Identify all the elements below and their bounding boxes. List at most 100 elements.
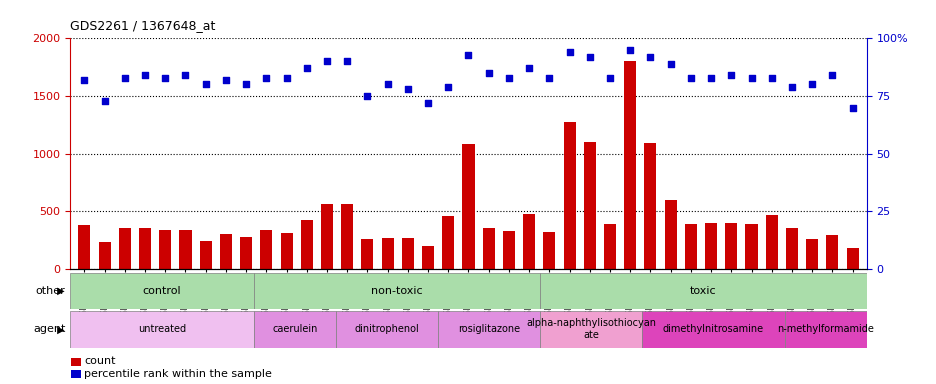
Point — [622, 47, 637, 53]
Point — [461, 51, 475, 58]
Bar — [220, 234, 232, 269]
Point — [198, 81, 213, 88]
Text: n-methylformamide: n-methylformamide — [777, 324, 873, 334]
Bar — [704, 223, 716, 269]
Bar — [437, 311, 539, 348]
Point — [258, 74, 273, 81]
Point — [764, 74, 779, 81]
Bar — [381, 238, 393, 269]
Point — [400, 86, 415, 92]
Point — [239, 81, 254, 88]
Bar — [254, 273, 539, 309]
Point — [420, 100, 435, 106]
Bar — [539, 311, 641, 348]
Bar — [826, 235, 838, 269]
Bar — [70, 273, 254, 309]
Point — [380, 81, 395, 88]
Bar — [482, 228, 494, 269]
Point — [299, 65, 314, 71]
Bar — [321, 204, 332, 269]
Bar — [664, 200, 676, 269]
Bar — [254, 311, 335, 348]
Point — [97, 98, 112, 104]
Text: rosiglitazone: rosiglitazone — [458, 324, 519, 334]
Point — [581, 54, 596, 60]
Bar — [260, 230, 272, 269]
Point — [642, 54, 657, 60]
Text: caerulein: caerulein — [272, 324, 317, 334]
Text: alpha-naphthylisothiocyan
ate: alpha-naphthylisothiocyan ate — [525, 318, 655, 340]
Point — [743, 74, 758, 81]
Point — [844, 104, 859, 111]
Bar — [522, 214, 534, 269]
Point — [481, 70, 496, 76]
Text: control: control — [142, 286, 182, 296]
Bar — [300, 220, 313, 269]
Bar — [335, 311, 437, 348]
Bar — [70, 311, 254, 348]
Bar — [543, 232, 555, 269]
Bar — [159, 230, 171, 269]
Point — [723, 72, 738, 78]
Bar — [805, 240, 817, 269]
Bar — [745, 224, 757, 269]
Point — [218, 77, 233, 83]
Bar — [462, 144, 474, 269]
Bar — [785, 228, 797, 269]
Text: count: count — [84, 356, 116, 366]
Point — [682, 74, 697, 81]
Bar — [361, 240, 373, 269]
Text: non-toxic: non-toxic — [371, 286, 422, 296]
Bar — [539, 273, 866, 309]
Point — [541, 74, 556, 81]
Point — [824, 72, 839, 78]
Bar — [179, 230, 191, 269]
Point — [562, 49, 577, 55]
Bar — [724, 223, 737, 269]
Point — [279, 74, 294, 81]
Text: ▶: ▶ — [54, 324, 65, 334]
Bar — [341, 204, 353, 269]
Bar — [583, 142, 595, 269]
Bar — [139, 228, 151, 269]
Text: toxic: toxic — [689, 286, 716, 296]
Point — [703, 74, 718, 81]
Point — [501, 74, 516, 81]
Text: other: other — [36, 286, 66, 296]
Point — [157, 74, 172, 81]
Point — [440, 84, 455, 90]
Text: agent: agent — [33, 324, 66, 334]
Point — [77, 77, 92, 83]
Text: untreated: untreated — [138, 324, 186, 334]
Text: dinitrophenol: dinitrophenol — [354, 324, 418, 334]
Point — [359, 93, 374, 99]
Bar — [421, 246, 433, 269]
Bar — [280, 233, 292, 269]
Bar — [604, 224, 615, 269]
Bar — [442, 216, 454, 269]
Bar — [765, 215, 777, 269]
Point — [602, 74, 617, 81]
Point — [138, 72, 153, 78]
Bar — [79, 225, 91, 269]
Text: percentile rank within the sample: percentile rank within the sample — [84, 369, 272, 379]
Bar — [240, 237, 252, 269]
Bar — [199, 240, 212, 269]
Bar — [119, 228, 131, 269]
Bar — [845, 248, 857, 269]
Bar — [503, 231, 515, 269]
Point — [178, 72, 193, 78]
Point — [804, 81, 819, 88]
Point — [340, 58, 355, 65]
Text: ▶: ▶ — [54, 286, 65, 296]
Bar — [784, 311, 866, 348]
Text: GDS2261 / 1367648_at: GDS2261 / 1367648_at — [70, 19, 215, 32]
Bar — [641, 311, 784, 348]
Point — [319, 58, 334, 65]
Point — [663, 61, 678, 67]
Bar — [684, 224, 696, 269]
Bar — [563, 122, 575, 269]
Bar — [402, 238, 414, 269]
Text: dimethylnitrosamine: dimethylnitrosamine — [663, 324, 764, 334]
Point — [117, 74, 132, 81]
